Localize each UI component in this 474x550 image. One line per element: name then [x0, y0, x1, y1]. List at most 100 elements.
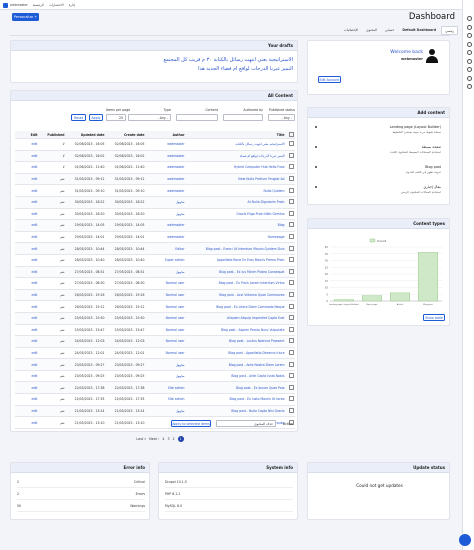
edit-link[interactable]: edit	[15, 416, 39, 429]
title[interactable]: Blog post - Acsi Vidioma Quae Commoveo	[186, 289, 286, 302]
checkbox[interactable]	[288, 349, 294, 355]
author[interactable]: webmaster	[146, 138, 186, 151]
author[interactable]: webmaster	[146, 231, 186, 244]
title[interactable]: Blog post - Ex Iusto Mauris Ut Iaceo	[186, 393, 286, 406]
column-header[interactable]: Updated date	[66, 131, 106, 139]
author[interactable]: Normal user	[146, 289, 186, 302]
title[interactable]: Aliquam Aliquip Imperdiet Capto Erat	[186, 312, 286, 325]
author[interactable]: Site admin	[146, 381, 186, 395]
checkbox[interactable]	[288, 268, 294, 274]
checkbox[interactable]	[288, 419, 294, 425]
author[interactable]: Normal user	[146, 347, 186, 360]
tab[interactable]: رئيسي	[441, 26, 458, 35]
edit-link[interactable]: edit	[15, 324, 39, 337]
tab[interactable]: الإحصائيات	[343, 27, 359, 32]
edit-link[interactable]: edit	[15, 370, 39, 383]
checkbox[interactable]	[288, 141, 294, 147]
checkbox[interactable]	[288, 222, 294, 228]
title[interactable]: Blog post - Exerci Ut Interdum Mauris Qu…	[186, 242, 286, 255]
author[interactable]: Editor	[146, 242, 186, 255]
sidebar-icon[interactable]	[466, 84, 472, 89]
personalize-button[interactable]: Personalize +	[12, 13, 39, 21]
column-header[interactable]: Author	[146, 131, 186, 139]
bulk-select[interactable]: حذف المحتوى	[216, 420, 276, 427]
author[interactable]: Normal user	[146, 277, 186, 290]
sidebar-icon[interactable]	[466, 24, 472, 30]
draft-link[interactable]: الاستراتيجية يعني انتهت رسائل بالكتابة ٣…	[163, 57, 294, 63]
edit-link[interactable]: edit	[15, 208, 39, 221]
filter-input[interactable]: - Any -	[268, 114, 295, 121]
title[interactable]: الاستراتيجية يعني انتهت رسائل بالكتابة	[186, 138, 286, 151]
edit-link[interactable]: edit	[15, 219, 39, 232]
title[interactable]: Homepage	[186, 231, 286, 244]
checkbox[interactable]	[288, 199, 294, 205]
pager-item[interactable]: 3	[167, 437, 170, 441]
author[interactable]: Normal user	[146, 312, 186, 325]
edit-account-button[interactable]: Edit Account	[318, 76, 341, 83]
edit-link[interactable]: edit	[15, 184, 39, 197]
title[interactable]: View Nulla Pretium Feugiat Ad	[186, 173, 286, 186]
reset-button[interactable]: Reset	[71, 114, 86, 121]
title[interactable]: Blog post - Ex Proin Lorem Interdum Virt…	[186, 277, 286, 290]
author[interactable]: Super admin	[146, 254, 186, 267]
title[interactable]: Blog post - Sapien Persto Nunc Vulputate	[186, 324, 286, 337]
edit-link[interactable]: edit	[15, 393, 39, 406]
tab[interactable]: المحتوى	[366, 27, 377, 32]
sidebar-icon[interactable]	[466, 33, 472, 38]
title[interactable]: At Nulla Dignissim Proin	[186, 196, 286, 209]
show-table-button[interactable]: Show table	[423, 314, 445, 321]
author[interactable]: webmaster	[146, 184, 186, 197]
edit-link[interactable]: edit	[15, 405, 39, 418]
edit-link[interactable]: edit	[15, 150, 39, 163]
pager-item[interactable]: Next ›	[149, 437, 160, 441]
toolbar-item[interactable]: الاختصارات	[48, 3, 64, 7]
checkbox[interactable]	[288, 407, 294, 413]
checkbox[interactable]	[288, 257, 294, 263]
toolbar-item[interactable]: الرئيسية	[32, 3, 44, 7]
author[interactable]: Normal user	[146, 335, 186, 348]
edit-link[interactable]: edit	[15, 254, 39, 267]
content-type-link[interactable]: صفحة بسيطة	[421, 145, 441, 149]
author[interactable]: Normal user	[146, 300, 186, 313]
title[interactable]: Blog post - Ante Capto Iusto Nobis	[186, 370, 286, 383]
checkbox[interactable]	[288, 280, 294, 286]
sidebar-icon[interactable]	[466, 41, 472, 47]
pager-item[interactable]: 4	[162, 437, 165, 441]
pager-item[interactable]: 2	[172, 437, 175, 441]
checkbox[interactable]	[288, 292, 294, 298]
edit-link[interactable]: edit	[15, 161, 39, 174]
title[interactable]: Hybrid Computer Hub Hello Fuse	[186, 161, 286, 174]
column-header[interactable]: Title	[186, 131, 286, 139]
checkbox[interactable]	[288, 187, 294, 193]
checkbox[interactable]	[288, 152, 294, 158]
checkbox[interactable]	[288, 361, 294, 367]
edit-link[interactable]: edit	[15, 196, 39, 209]
sidebar-icon[interactable]	[466, 50, 472, 55]
draft-link[interactable]: التميز غيرنا الدرجات لواقع ام فضاء الجدي…	[198, 66, 293, 72]
tab[interactable]: Default Dashboard	[402, 27, 437, 32]
toolbar-item[interactable]: webmaster	[10, 3, 28, 7]
author[interactable]: مجهول	[146, 208, 186, 221]
content-type-link[interactable]: Landing page (Layout Builder)	[389, 125, 441, 129]
title[interactable]: Nulla Quidem	[186, 184, 286, 197]
edit-link[interactable]: edit	[15, 312, 39, 325]
sidebar-icon[interactable]	[466, 75, 472, 81]
title[interactable]: التميز غيرنا الدرجات لواقع ام فضاء	[186, 150, 286, 163]
edit-link[interactable]: edit	[15, 358, 39, 371]
checkbox[interactable]	[288, 210, 294, 216]
author[interactable]: مجهول	[146, 196, 186, 209]
edit-link[interactable]: edit	[15, 335, 39, 348]
checkbox[interactable]	[288, 303, 294, 309]
author[interactable]: webmaster	[146, 219, 186, 232]
title[interactable]: Gravis Eligo Proin Nibh Gemino	[186, 208, 286, 221]
title[interactable]: Appellatio Bene Ex Eros Mauris Premo Pro…	[186, 254, 286, 267]
checkbox[interactable]	[288, 245, 294, 251]
edit-link[interactable]: edit	[15, 300, 39, 313]
checkbox[interactable]	[288, 315, 294, 321]
filter-input[interactable]	[223, 114, 263, 121]
edit-link[interactable]: edit	[15, 277, 39, 290]
content-type-link[interactable]: Blog post	[425, 165, 441, 169]
title[interactable]: Blog post - Luctus Nostrud Praesent	[186, 335, 286, 348]
title[interactable]: Blog post - Nulla Capto Nisi Gravis	[186, 405, 286, 418]
edit-link[interactable]: edit	[15, 242, 39, 255]
